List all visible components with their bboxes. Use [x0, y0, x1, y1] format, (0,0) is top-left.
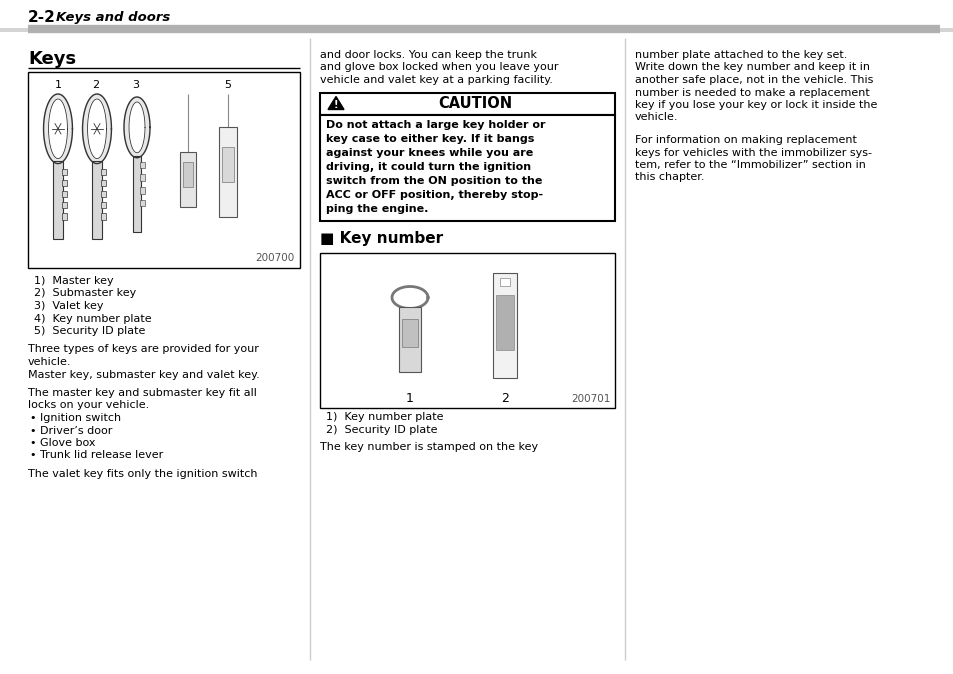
Text: 1: 1 — [54, 80, 61, 90]
Text: this chapter.: this chapter. — [635, 173, 703, 183]
Bar — [101, 202, 107, 208]
Bar — [398, 307, 420, 371]
Bar — [62, 168, 68, 175]
Bar — [53, 160, 63, 239]
Bar — [101, 180, 107, 186]
Text: 2: 2 — [500, 392, 508, 406]
Bar — [319, 92, 615, 115]
Text: keys for vehicles with the immobilizer sys-: keys for vehicles with the immobilizer s… — [635, 148, 871, 158]
Text: 2)  Submaster key: 2) Submaster key — [34, 288, 136, 299]
Bar — [101, 168, 107, 175]
Text: ACC or OFF position, thereby stop-: ACC or OFF position, thereby stop- — [326, 189, 542, 200]
Text: 1: 1 — [406, 392, 414, 406]
Bar — [401, 319, 417, 346]
Polygon shape — [49, 99, 68, 158]
Text: number plate attached to the key set.: number plate attached to the key set. — [635, 50, 846, 60]
Bar — [496, 295, 514, 350]
Text: CAUTION: CAUTION — [438, 96, 512, 111]
Bar — [101, 191, 107, 197]
Text: another safe place, not in the vehicle. This: another safe place, not in the vehicle. … — [635, 75, 872, 85]
Bar — [319, 253, 615, 408]
Text: locks on your vehicle.: locks on your vehicle. — [28, 400, 149, 410]
Bar — [319, 115, 615, 220]
Bar — [28, 72, 299, 268]
Text: • Driver’s door: • Driver’s door — [30, 425, 112, 435]
Text: !: ! — [334, 100, 338, 109]
Bar — [180, 152, 195, 207]
Text: 200700: 200700 — [255, 253, 294, 263]
Bar — [92, 160, 102, 239]
Bar — [493, 272, 517, 377]
Text: and door locks. You can keep the trunk: and door locks. You can keep the trunk — [319, 50, 537, 60]
Text: The valet key fits only the ignition switch: The valet key fits only the ignition swi… — [28, 469, 257, 479]
Text: 200701: 200701 — [571, 394, 610, 404]
Text: tem, refer to the “Immobilizer” section in: tem, refer to the “Immobilizer” section … — [635, 160, 865, 170]
Bar — [140, 187, 145, 193]
Polygon shape — [124, 97, 150, 158]
Text: 2)  Security ID plate: 2) Security ID plate — [326, 425, 437, 435]
Text: Keys and doors: Keys and doors — [56, 11, 170, 24]
Text: Do not attach a large key holder or: Do not attach a large key holder or — [326, 119, 545, 129]
Text: ping the engine.: ping the engine. — [326, 204, 428, 214]
Text: 2: 2 — [92, 80, 99, 90]
Bar — [219, 127, 236, 217]
Text: Keys: Keys — [28, 50, 76, 68]
Text: 3)  Valet key: 3) Valet key — [34, 301, 103, 311]
Bar — [222, 147, 233, 182]
Bar — [62, 180, 68, 186]
Text: driving, it could turn the ignition: driving, it could turn the ignition — [326, 162, 531, 171]
Text: 4: 4 — [184, 152, 192, 162]
Polygon shape — [83, 94, 112, 164]
Bar — [132, 156, 141, 232]
Text: switch from the ON position to the: switch from the ON position to the — [326, 175, 542, 185]
Text: and glove box locked when you leave your: and glove box locked when you leave your — [319, 63, 558, 73]
Text: vehicle.: vehicle. — [28, 357, 71, 367]
Text: number is needed to make a replacement: number is needed to make a replacement — [635, 88, 869, 98]
Text: 4)  Key number plate: 4) Key number plate — [34, 313, 152, 324]
Text: Three types of keys are provided for your: Three types of keys are provided for you… — [28, 344, 258, 355]
Polygon shape — [88, 99, 107, 158]
Text: vehicle and valet key at a parking facility.: vehicle and valet key at a parking facil… — [319, 75, 553, 85]
Text: ■ Key number: ■ Key number — [319, 231, 442, 245]
Bar — [62, 214, 68, 220]
Text: key case to either key. If it bangs: key case to either key. If it bangs — [326, 133, 534, 144]
Text: The key number is stamped on the key: The key number is stamped on the key — [319, 443, 537, 452]
Text: vehicle.: vehicle. — [635, 113, 678, 123]
Text: Master key, submaster key and valet key.: Master key, submaster key and valet key. — [28, 369, 259, 379]
Text: 1)  Master key: 1) Master key — [34, 276, 113, 286]
Text: • Glove box: • Glove box — [30, 438, 95, 448]
Text: 1)  Key number plate: 1) Key number plate — [326, 412, 443, 423]
Bar — [101, 214, 107, 220]
Bar — [140, 162, 145, 168]
Bar — [0, 0, 953, 28]
Text: The master key and submaster key fit all: The master key and submaster key fit all — [28, 388, 256, 398]
Bar — [62, 191, 68, 197]
Text: against your knees while you are: against your knees while you are — [326, 148, 533, 158]
Text: For information on making replacement: For information on making replacement — [635, 135, 856, 145]
Bar — [140, 175, 145, 181]
Text: Write down the key number and keep it in: Write down the key number and keep it in — [635, 63, 869, 73]
Text: key if you lose your key or lock it inside the: key if you lose your key or lock it insi… — [635, 100, 877, 110]
Polygon shape — [44, 94, 72, 164]
Text: • Ignition switch: • Ignition switch — [30, 413, 121, 423]
Text: • Trunk lid release lever: • Trunk lid release lever — [30, 450, 163, 460]
Text: 5: 5 — [224, 80, 232, 90]
Polygon shape — [328, 96, 344, 109]
Bar — [499, 278, 510, 286]
Bar — [0, 0, 953, 32]
Text: 2-2: 2-2 — [28, 11, 56, 26]
Bar — [62, 202, 68, 208]
Text: 3: 3 — [132, 80, 139, 90]
Bar — [140, 200, 145, 206]
Polygon shape — [129, 102, 145, 153]
Bar — [183, 162, 193, 187]
Text: 5)  Security ID plate: 5) Security ID plate — [34, 326, 145, 336]
